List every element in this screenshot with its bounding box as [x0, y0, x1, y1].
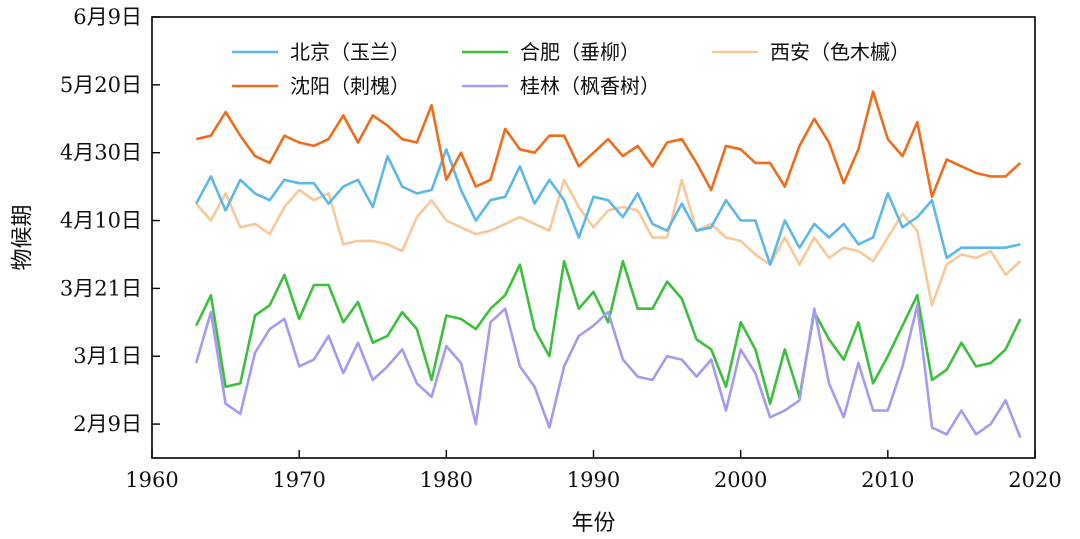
y-tick-label: 4月30日 [60, 141, 142, 165]
x-tick-label: 1960 [125, 468, 178, 492]
legend: 北京（玉兰） 合肥（垂柳） 西安（色木槭） 沈阳（刺槐） 桂林（枫香树） [232, 40, 910, 98]
x-tick-label: 2000 [714, 468, 767, 492]
x-tick-label: 1980 [420, 468, 473, 492]
y-tick-label: 3月1日 [73, 344, 142, 368]
x-tick-label: 1970 [272, 468, 325, 492]
x-axis-title: 年份 [571, 511, 615, 536]
y-tick-label: 4月10日 [60, 209, 142, 233]
y-axis-title: 物候期 [11, 204, 36, 270]
series-line-4 [195, 90, 1022, 199]
series-line-1 [195, 148, 1021, 266]
series-line-3 [195, 178, 1022, 307]
legend-label: 西安（色木槭） [770, 40, 910, 64]
y-tick-label: 5月20日 [60, 73, 142, 97]
axis-ticks: 1960 1970 1980 1990 2000 2010 2020 2月9日 3月1日 3月21… [60, 5, 1062, 492]
y-tick-label: 2月9日 [73, 412, 142, 436]
y-tick-label: 3月21日 [60, 276, 142, 300]
x-tick-label: 1990 [567, 468, 620, 492]
legend-label: 桂林（枫香树） [520, 74, 660, 98]
legend-label: 沈阳（刺槐） [290, 74, 410, 98]
series-line-2 [195, 259, 1022, 406]
x-tick-label: 2020 [1008, 468, 1061, 492]
plot-lines [194, 90, 1022, 439]
legend-label: 合肥（垂柳） [520, 40, 640, 64]
x-tick-label: 2010 [861, 468, 914, 492]
legend-label: 北京（玉兰） [290, 40, 410, 64]
series-line-5 [194, 303, 1022, 439]
y-tick-label: 6月9日 [73, 5, 142, 29]
